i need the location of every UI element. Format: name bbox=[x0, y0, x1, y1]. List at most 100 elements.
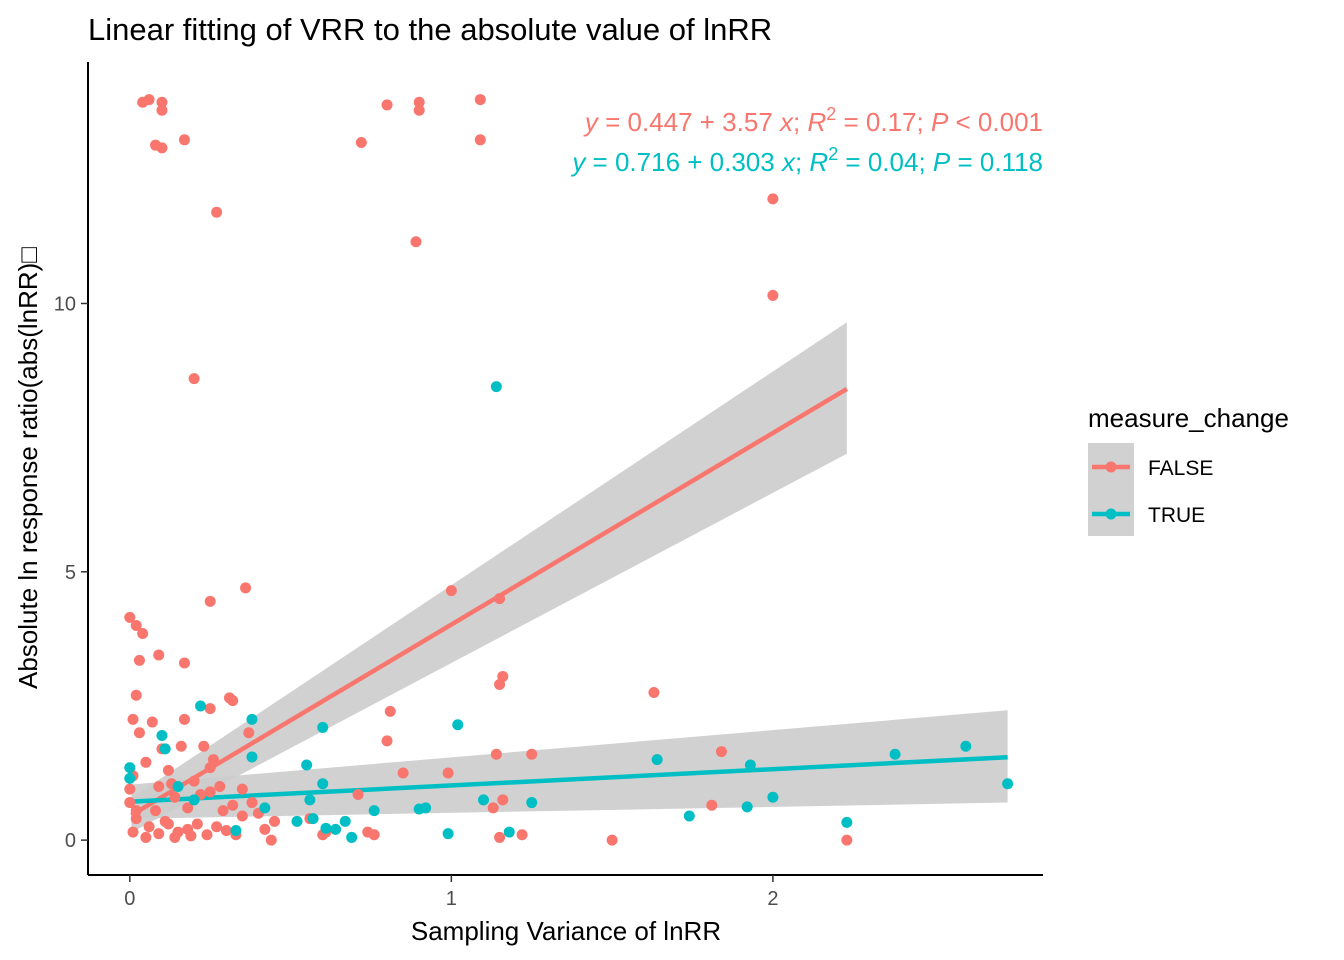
data-point-false bbox=[130, 805, 142, 817]
data-point-false bbox=[143, 94, 155, 106]
data-point-false bbox=[130, 619, 142, 631]
data-point-true bbox=[317, 721, 329, 733]
data-point-true bbox=[420, 802, 432, 814]
data-point-false bbox=[188, 775, 200, 787]
data-point-true bbox=[478, 794, 490, 806]
data-point-false bbox=[410, 236, 422, 248]
data-point-true bbox=[490, 381, 502, 393]
legend-key-point-false bbox=[1105, 461, 1117, 473]
y-tick-label: 0 bbox=[65, 830, 76, 852]
data-point-false bbox=[494, 678, 506, 690]
data-point-false bbox=[494, 831, 506, 843]
legend-title: measure_change bbox=[1088, 403, 1289, 433]
data-point-false bbox=[355, 136, 367, 148]
data-point-true bbox=[156, 729, 168, 741]
data-point-false bbox=[442, 767, 454, 779]
data-point-false bbox=[156, 142, 168, 154]
data-point-false bbox=[169, 791, 181, 803]
y-tick-label: 5 bbox=[65, 562, 76, 584]
data-point-true bbox=[124, 762, 136, 774]
data-point-true bbox=[526, 797, 538, 809]
data-point-true bbox=[339, 815, 351, 827]
data-point-false bbox=[204, 703, 216, 715]
data-point-false bbox=[153, 780, 165, 792]
fit-line-false bbox=[130, 386, 849, 818]
data-point-true bbox=[304, 794, 316, 806]
data-point-false bbox=[841, 834, 853, 846]
data-point-false bbox=[124, 797, 136, 809]
data-point-true bbox=[1002, 778, 1014, 790]
data-point-false bbox=[490, 748, 502, 760]
data-point-false bbox=[227, 799, 239, 811]
data-point-false bbox=[220, 824, 232, 836]
data-point-false bbox=[487, 802, 499, 814]
regression-lines bbox=[130, 386, 1008, 818]
data-point-true bbox=[259, 802, 271, 814]
data-point-true bbox=[683, 810, 695, 822]
data-point-false bbox=[381, 735, 393, 747]
data-point-false bbox=[211, 821, 223, 833]
data-point-true bbox=[741, 801, 753, 813]
data-point-true bbox=[159, 743, 171, 755]
data-point-false bbox=[474, 94, 486, 106]
data-point-true bbox=[889, 748, 901, 760]
data-point-true bbox=[230, 824, 242, 836]
equation-false: y = 0.447 + 3.57 x; R2 = 0.17; P < 0.001 bbox=[583, 104, 1043, 137]
data-point-false bbox=[516, 829, 528, 841]
data-point-false bbox=[133, 654, 145, 666]
data-point-false bbox=[178, 713, 190, 725]
data-point-false bbox=[140, 831, 152, 843]
data-point-false bbox=[172, 826, 184, 838]
data-point-false bbox=[188, 373, 200, 385]
data-point-false bbox=[127, 826, 139, 838]
data-point-false bbox=[494, 593, 506, 605]
data-point-false bbox=[268, 815, 280, 827]
data-point-false bbox=[207, 754, 219, 766]
data-point-false bbox=[246, 797, 258, 809]
data-point-false bbox=[204, 595, 216, 607]
data-point-false bbox=[497, 794, 509, 806]
data-point-false bbox=[236, 810, 248, 822]
data-point-false bbox=[413, 96, 425, 108]
legend-label-false: FALSE bbox=[1148, 457, 1213, 480]
data-point-false bbox=[162, 764, 174, 776]
data-point-false bbox=[153, 649, 165, 661]
data-point-false bbox=[124, 783, 136, 795]
data-point-true bbox=[841, 816, 853, 828]
data-point-false bbox=[201, 829, 213, 841]
data-point-true bbox=[291, 815, 303, 827]
legend-key-point-true bbox=[1105, 508, 1117, 520]
plot-area bbox=[124, 94, 1014, 846]
data-point-false bbox=[381, 99, 393, 111]
data-point-false bbox=[124, 611, 136, 623]
data-point-true bbox=[744, 759, 756, 771]
data-point-false bbox=[227, 695, 239, 707]
data-point-true bbox=[503, 826, 515, 838]
data-point-false bbox=[127, 713, 139, 725]
fit-line-true bbox=[131, 755, 1008, 804]
data-point-false bbox=[156, 104, 168, 116]
x-tick-label: 0 bbox=[124, 888, 135, 910]
regression-equations: y = 0.447 + 3.57 x; R2 = 0.17; P < 0.001… bbox=[570, 104, 1043, 177]
data-point-false bbox=[130, 689, 142, 701]
data-point-false bbox=[162, 818, 174, 830]
x-tick-label: 2 bbox=[767, 888, 778, 910]
data-point-false bbox=[243, 727, 255, 739]
data-point-true bbox=[172, 780, 184, 792]
data-point-true bbox=[330, 823, 342, 835]
confidence-bands bbox=[131, 322, 1008, 833]
data-point-false bbox=[130, 813, 142, 825]
data-point-false bbox=[259, 823, 271, 835]
data-point-false bbox=[445, 585, 457, 597]
data-point-false bbox=[648, 687, 660, 699]
data-point-false bbox=[182, 802, 194, 814]
data-point-false bbox=[185, 830, 197, 842]
data-point-true bbox=[368, 805, 380, 817]
legend-key-background bbox=[1088, 443, 1134, 536]
y-axis-ticks: 0 5 10 bbox=[54, 293, 88, 852]
data-point-false bbox=[606, 834, 618, 846]
data-points bbox=[124, 94, 1014, 846]
data-point-true bbox=[452, 719, 464, 731]
data-point-true bbox=[307, 813, 319, 825]
x-axis-ticks: 0 1 2 bbox=[124, 875, 778, 910]
